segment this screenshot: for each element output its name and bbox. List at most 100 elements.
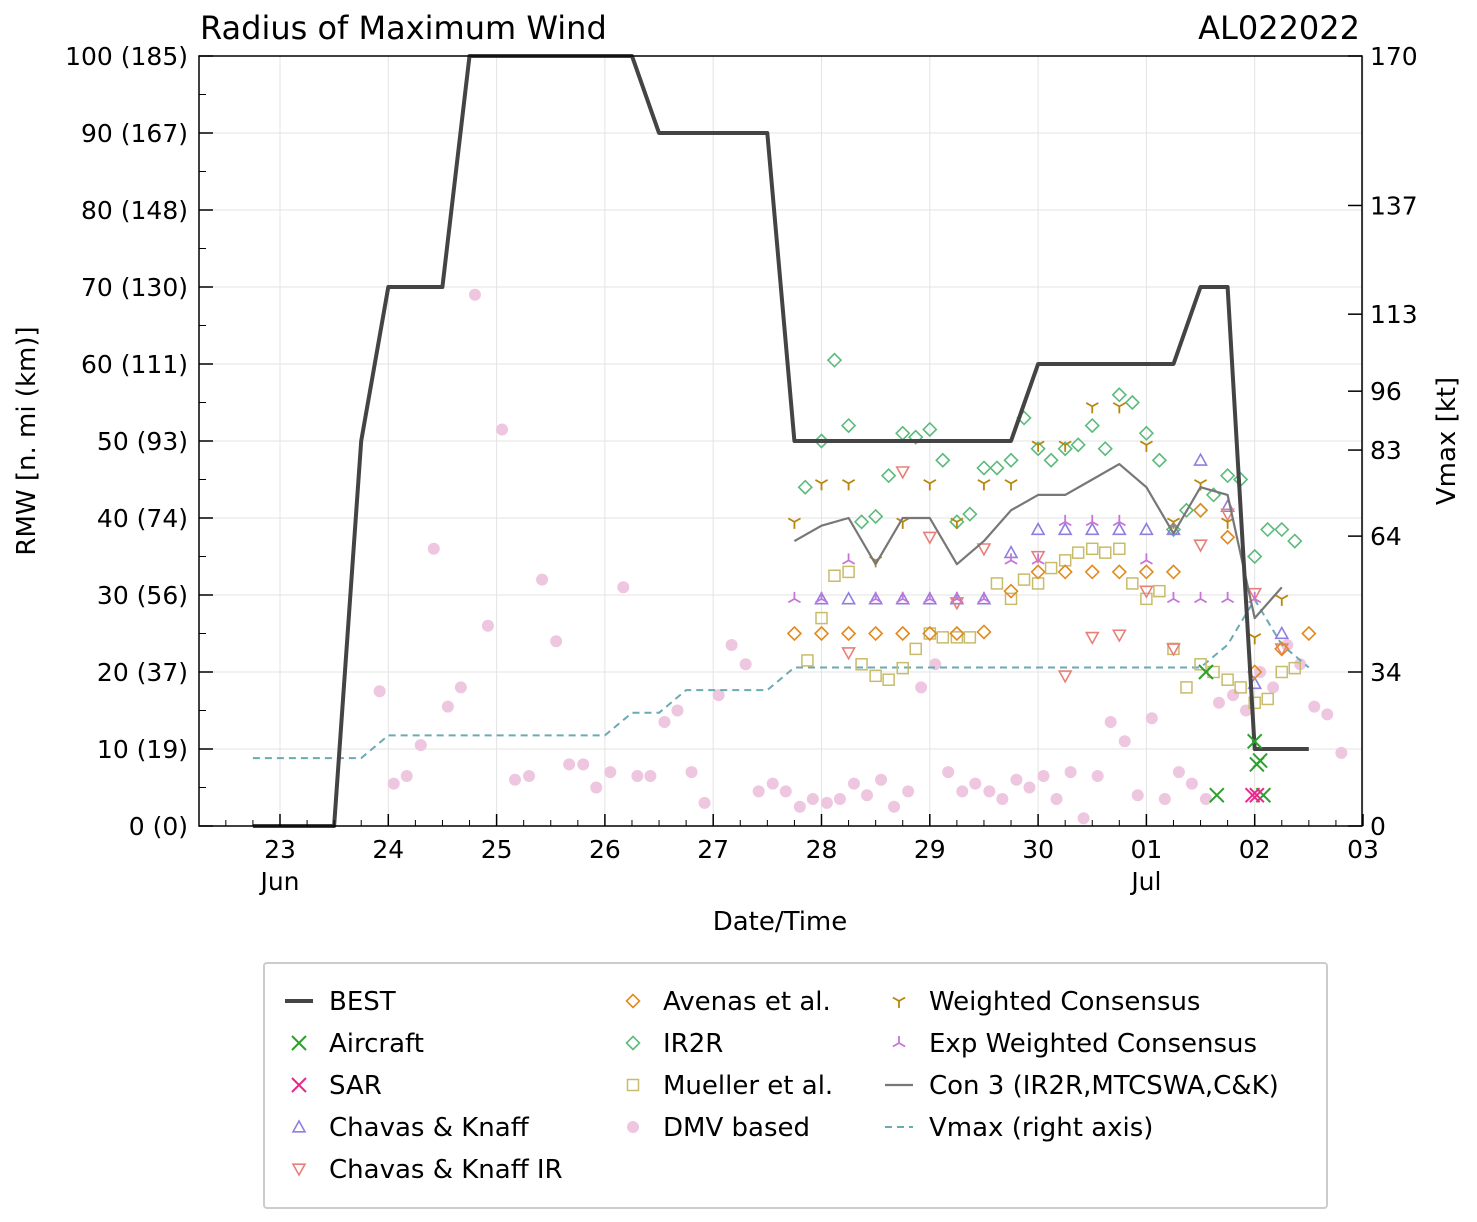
data-point (892, 1036, 906, 1048)
data-point (1057, 670, 1073, 684)
data-point (1111, 564, 1127, 580)
y2-axis-label: Vmax [kt] (1432, 377, 1462, 505)
data-point (625, 1035, 641, 1051)
y-tick-label: 0 (0) (129, 812, 188, 841)
data-point (441, 700, 454, 713)
data-point (895, 466, 911, 480)
data-point (1151, 452, 1168, 468)
legend-label: Weighted Consensus (929, 987, 1200, 1017)
data-point (1193, 539, 1208, 553)
data-point (671, 704, 684, 717)
data-point (801, 654, 814, 667)
data-point (454, 681, 467, 694)
data-point (1104, 716, 1117, 729)
data-point (853, 514, 870, 530)
legend-entry: Exp Weighted Consensus (892, 1029, 1257, 1059)
data-point (725, 639, 738, 652)
data-point (523, 769, 536, 782)
data-point (815, 611, 828, 625)
y2-tick-label: 83 (1370, 436, 1402, 465)
data-point (1219, 468, 1236, 484)
data-point (1112, 402, 1126, 414)
x-tick-label: 26 (589, 835, 621, 864)
x-tick-label: 27 (697, 835, 729, 864)
data-point (833, 793, 846, 806)
legend-box (263, 962, 1328, 1209)
data-point (1057, 521, 1073, 536)
data-point (1138, 564, 1155, 580)
data-point (1321, 708, 1334, 721)
legend-label: SAR (329, 1071, 382, 1101)
axes: 23 Jun 24 25 26 27 28 29 30 01 Jul 02 03 0 (0) 10 (19)… (65, 42, 1418, 896)
data-point (1166, 517, 1181, 529)
data-point (1275, 665, 1289, 679)
data-point (842, 565, 855, 579)
data-point (400, 769, 413, 782)
series-line (793, 463, 1283, 620)
data-point (855, 658, 868, 671)
data-point (793, 800, 806, 813)
data-point (1227, 689, 1240, 702)
data-point (1193, 452, 1208, 466)
legend-label: Con 3 (IR2R,MTCSWA,C&K) (929, 1071, 1279, 1101)
y2-tick-label: 96 (1370, 377, 1402, 406)
data-point (881, 468, 897, 484)
data-point (950, 631, 964, 644)
data-point (956, 785, 969, 798)
y-tick-label: 80 (148) (81, 196, 188, 225)
data-point (826, 352, 843, 368)
data-point (895, 425, 911, 441)
data-point (1234, 681, 1247, 694)
data-point (658, 716, 671, 729)
series-exp-weighted-consensus (787, 514, 1262, 604)
data-point (291, 1035, 307, 1051)
data-point (1044, 561, 1058, 575)
data-point (752, 785, 765, 798)
series-sar (1244, 787, 1265, 803)
data-point (1178, 502, 1195, 518)
data-point (949, 625, 965, 642)
storm-id: AL022022 (1198, 9, 1360, 47)
data-point (1084, 417, 1100, 434)
data-point (1131, 789, 1144, 802)
data-point (1010, 773, 1023, 786)
data-point (1275, 594, 1289, 606)
x-tick-sublabel: Jun (258, 867, 299, 896)
data-point (1194, 591, 1208, 604)
data-point (1301, 625, 1317, 642)
y-tick-label: 10 (19) (97, 735, 188, 764)
data-point (1261, 692, 1274, 706)
data-point (976, 460, 992, 476)
data-point (1247, 587, 1263, 602)
data-point (1031, 553, 1045, 565)
data-point (387, 777, 400, 790)
data-point (902, 785, 915, 798)
data-point (1260, 521, 1276, 538)
data-point (1244, 787, 1261, 803)
data-point (1077, 812, 1090, 825)
data-point (869, 591, 883, 604)
data-point (1086, 542, 1099, 556)
data-point (1085, 402, 1099, 414)
data-point (1165, 564, 1182, 580)
data-point (1166, 643, 1181, 657)
series-mueller-et-al- (801, 542, 1302, 710)
data-point (414, 739, 427, 752)
data-point (1098, 546, 1112, 559)
data-point (923, 479, 937, 491)
data-point (1308, 700, 1321, 713)
data-point (373, 685, 386, 698)
data-point (1139, 521, 1154, 536)
data-point (787, 517, 801, 529)
data-point (625, 993, 641, 1009)
data-point (1097, 441, 1113, 457)
data-point (1037, 769, 1050, 782)
y-tick-label: 40 (74) (97, 504, 188, 533)
data-point (468, 288, 481, 301)
data-point (1030, 441, 1046, 457)
y-tick-label: 20 (37) (97, 658, 188, 687)
legend-entry: Weighted Consensus (892, 987, 1200, 1017)
x-tick-label: 29 (914, 835, 946, 864)
data-point (1064, 766, 1077, 779)
series-dmv-based (373, 288, 1348, 825)
